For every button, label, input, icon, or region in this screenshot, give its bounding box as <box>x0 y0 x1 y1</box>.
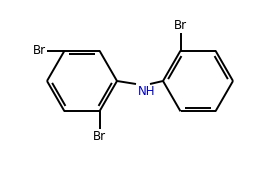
Text: Br: Br <box>174 19 187 32</box>
Text: Br: Br <box>32 44 46 57</box>
Text: NH: NH <box>138 85 155 98</box>
Text: Br: Br <box>93 130 106 143</box>
